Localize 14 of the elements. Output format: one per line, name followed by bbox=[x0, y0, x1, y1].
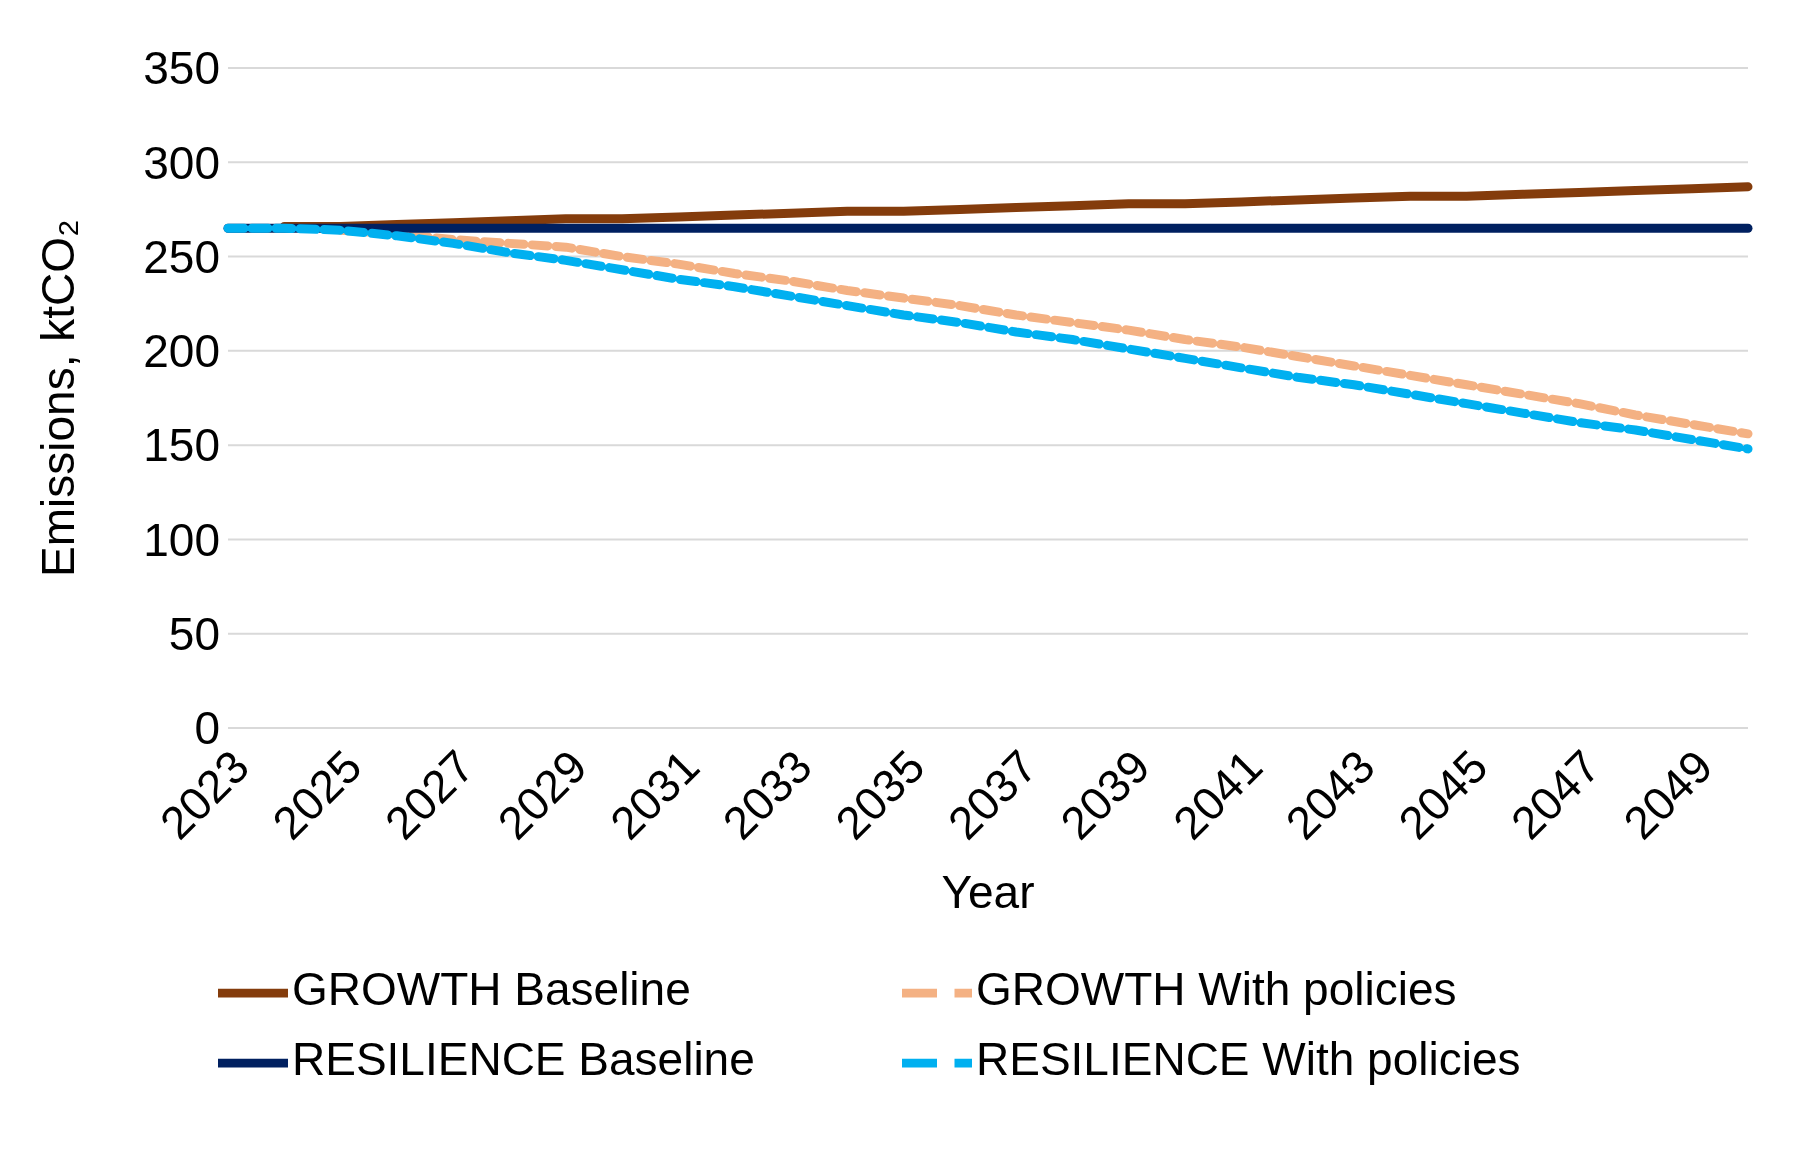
x-axis-title: Year bbox=[941, 866, 1035, 918]
y-tick-label: 0 bbox=[194, 702, 220, 755]
y-axis-title: Emissions, ktCO₂ bbox=[32, 219, 85, 577]
y-tick-label: 200 bbox=[143, 325, 220, 378]
y-tick-label: 150 bbox=[143, 419, 220, 472]
legend-label: GROWTH Baseline bbox=[292, 962, 692, 1018]
legend-label: RESILIENCE With policies bbox=[976, 1032, 1522, 1088]
legend-label: GROWTH With policies bbox=[976, 962, 1458, 1018]
y-tick-label: 350 bbox=[143, 42, 220, 95]
y-tick-label: 250 bbox=[143, 230, 220, 283]
y-tick-label: 100 bbox=[143, 513, 220, 566]
legend-label: RESILIENCE Baseline bbox=[292, 1032, 756, 1088]
y-tick-label: 50 bbox=[168, 608, 220, 661]
y-tick-label: 300 bbox=[143, 136, 220, 189]
